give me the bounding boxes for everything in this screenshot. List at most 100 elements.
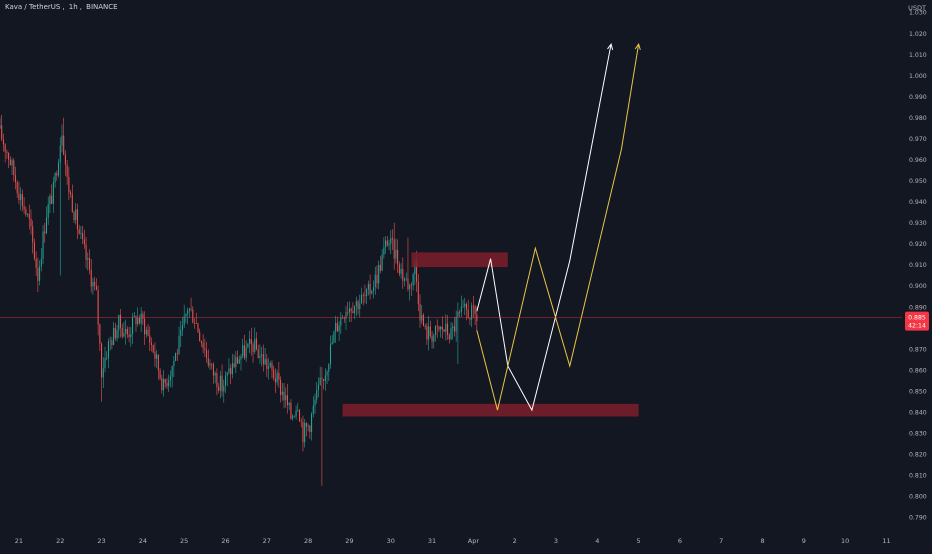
candle-body bbox=[345, 312, 347, 319]
candle-body bbox=[173, 360, 175, 367]
candle-body bbox=[42, 231, 44, 259]
candle-body bbox=[467, 309, 469, 319]
candle-body bbox=[25, 209, 27, 215]
candle-body bbox=[235, 357, 237, 368]
candle-body bbox=[178, 336, 180, 354]
candle-body bbox=[149, 335, 151, 344]
candle-body bbox=[373, 287, 375, 291]
price-tick-label: 0.910 bbox=[909, 262, 927, 269]
candle-body bbox=[71, 194, 73, 213]
candle-body bbox=[66, 164, 68, 177]
header-separator: , bbox=[79, 3, 82, 11]
candle-body bbox=[144, 318, 146, 335]
price-tick-label: 0.980 bbox=[909, 115, 927, 122]
price-tick-label: 0.790 bbox=[909, 515, 927, 522]
candle-body bbox=[469, 318, 471, 320]
candle-body bbox=[188, 308, 190, 311]
candle-body bbox=[64, 154, 66, 165]
time-tick-label: 30 bbox=[387, 537, 395, 545]
price-tick-label: 0.830 bbox=[909, 431, 927, 438]
candle-body bbox=[276, 372, 278, 383]
candle-body bbox=[197, 323, 199, 332]
candle-body bbox=[324, 375, 326, 381]
price-tick-label: 0.940 bbox=[909, 199, 927, 206]
time-tick-label: 21 bbox=[15, 537, 23, 545]
candle-body bbox=[424, 325, 426, 327]
exchange-label: BINANCE bbox=[86, 3, 118, 11]
candle-body bbox=[106, 358, 108, 359]
candle-body bbox=[157, 354, 159, 371]
candle-body bbox=[278, 372, 280, 380]
candle-body bbox=[305, 423, 307, 427]
time-axis[interactable]: 21 22 23 24 25 26 27 28 29 30 31 Apr 2 3 4 5 6 7 8 9 10 11 bbox=[15, 537, 891, 545]
candle-body bbox=[453, 326, 455, 332]
candles-layer bbox=[0, 114, 478, 486]
time-tick-label: 2 bbox=[513, 537, 517, 545]
candle-body bbox=[164, 378, 166, 384]
candle-body bbox=[429, 326, 431, 337]
candle-body bbox=[465, 303, 468, 310]
candle-body bbox=[445, 323, 447, 332]
candle-body bbox=[130, 333, 132, 338]
candle-body bbox=[57, 162, 60, 176]
candle-body bbox=[409, 284, 411, 290]
price-tick-label: 0.850 bbox=[909, 388, 927, 395]
candle-body bbox=[280, 379, 282, 395]
candle-body bbox=[121, 327, 123, 337]
candle-body bbox=[140, 313, 142, 324]
candle-body bbox=[228, 368, 230, 373]
price-tick-label: 0.900 bbox=[909, 283, 927, 290]
interval-label[interactable]: 1h bbox=[68, 3, 78, 11]
time-tick-label: Apr bbox=[468, 537, 480, 545]
candle-body bbox=[180, 330, 182, 337]
candle-body bbox=[107, 341, 109, 359]
candle-body bbox=[471, 305, 473, 320]
candle-body bbox=[259, 355, 261, 358]
candle-body bbox=[441, 326, 443, 330]
price-tick-label: 1.020 bbox=[909, 31, 927, 38]
candle-body bbox=[288, 402, 290, 406]
price-tick-label: 1.010 bbox=[909, 52, 927, 59]
candle-body bbox=[254, 338, 256, 352]
price-tick-label: 0.970 bbox=[909, 136, 927, 143]
candle-body bbox=[261, 354, 263, 356]
candle-body bbox=[283, 391, 285, 401]
candle-body bbox=[440, 326, 442, 330]
symbol-label[interactable]: Kava / TetherUS bbox=[5, 3, 61, 11]
candle-body bbox=[39, 266, 41, 281]
candle-body bbox=[181, 325, 183, 331]
candle-body bbox=[374, 274, 376, 288]
candle-body bbox=[436, 325, 438, 327]
candle-body bbox=[118, 314, 120, 331]
candle-body bbox=[326, 371, 328, 376]
candle-body bbox=[37, 267, 39, 281]
time-tick-label: 31 bbox=[428, 537, 436, 545]
candle-body bbox=[250, 338, 252, 345]
candle-body bbox=[137, 317, 139, 325]
candle-body bbox=[27, 214, 29, 215]
candle-body bbox=[347, 312, 349, 314]
candle-body bbox=[226, 372, 228, 376]
candle-body bbox=[90, 269, 92, 287]
price-tick-label: 0.870 bbox=[909, 346, 927, 353]
time-tick-label: 10 bbox=[841, 537, 849, 545]
candle-body bbox=[2, 139, 4, 145]
candle-body bbox=[414, 261, 416, 275]
candle-body bbox=[87, 258, 89, 260]
time-tick-label: 4 bbox=[595, 537, 599, 545]
projection-path bbox=[476, 43, 640, 411]
candle-body bbox=[266, 359, 268, 369]
candle-body bbox=[200, 341, 202, 343]
candle-body bbox=[300, 421, 302, 423]
candle-body bbox=[329, 344, 332, 365]
candle-body bbox=[448, 335, 450, 340]
candle-body bbox=[212, 364, 214, 376]
candle-body bbox=[419, 304, 421, 321]
candle-body bbox=[6, 151, 8, 154]
price-axis[interactable]: 1.030 1.020 1.010 1.000 0.990 0.980 0.970 0.960… bbox=[909, 10, 927, 522]
price-tick-label: 1.030 bbox=[909, 10, 927, 17]
candle-body bbox=[14, 174, 17, 183]
candle-body bbox=[85, 244, 87, 260]
